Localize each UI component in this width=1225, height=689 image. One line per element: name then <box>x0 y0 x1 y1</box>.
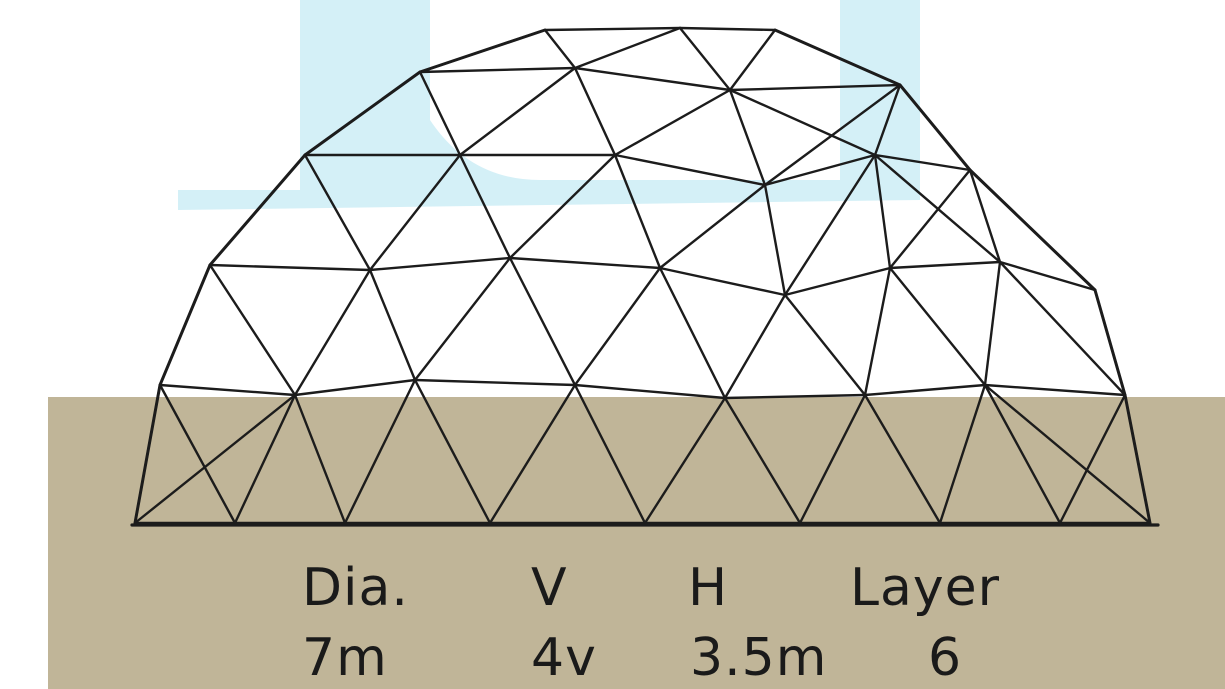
header-layer: Layer <box>850 562 1000 614</box>
value-diameter: 7m <box>302 632 388 684</box>
header-diameter: Dia. <box>302 562 409 614</box>
header-height: H <box>688 562 728 614</box>
value-layer: 6 <box>928 632 962 684</box>
value-height: 3.5m <box>690 632 827 684</box>
value-frequency: 4v <box>531 632 597 684</box>
header-frequency: V <box>531 562 568 614</box>
